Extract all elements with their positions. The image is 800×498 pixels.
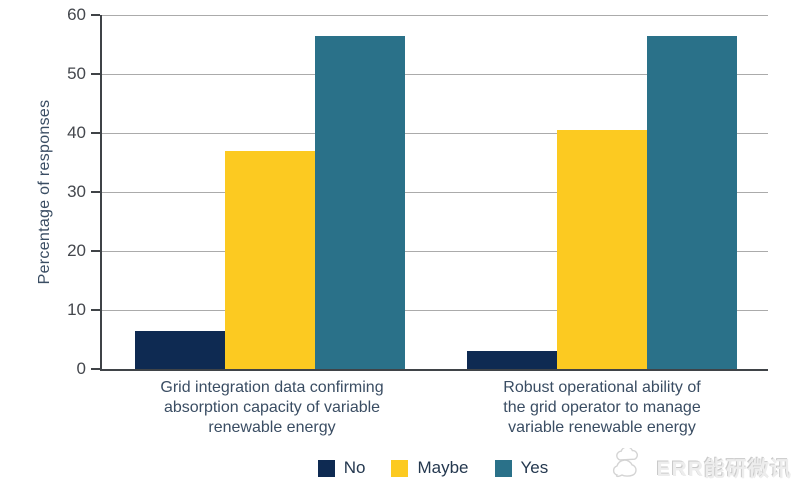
gridline-40 — [102, 133, 768, 134]
legend: No Maybe Yes — [100, 458, 766, 478]
watermark: ERR能研微讯 — [610, 446, 792, 487]
legend-label-maybe: Maybe — [417, 458, 469, 477]
bar-no-group1 — [135, 330, 225, 369]
y-tick-label-10: 10 — [67, 300, 86, 319]
y-axis-tick-0 — [91, 368, 100, 370]
legend-swatch-no — [317, 459, 335, 477]
y-tick-label-20: 20 — [67, 241, 86, 260]
bar-yes-group2 — [647, 35, 737, 369]
cloud-chat-logo-icon — [610, 446, 652, 487]
bar-yes-group1 — [315, 35, 405, 369]
y-axis-tick-30 — [91, 191, 100, 193]
y-axis-tick-50 — [91, 73, 100, 75]
category-label-line: absorption capacity of variable — [163, 399, 381, 416]
y-tick-label-40: 40 — [67, 123, 86, 142]
watermark-text: ERR能研微讯 — [656, 457, 792, 481]
category-label-line: renewable energy — [208, 419, 336, 436]
legend-swatch-maybe — [391, 459, 409, 477]
category-label-line: the grid operator to manage — [503, 399, 701, 416]
bar-maybe-group2 — [557, 130, 647, 369]
bar-group-2 — [467, 35, 737, 369]
category-label-line: variable renewable energy — [508, 419, 696, 436]
legend-label-yes: Yes — [520, 458, 549, 477]
y-axis-tick-10 — [91, 309, 100, 311]
legend-label-no: No — [343, 458, 366, 477]
gridline-50 — [102, 74, 768, 75]
bar-no-group2 — [467, 351, 557, 369]
category-label-2: Robust operational ability of the grid op… — [437, 378, 767, 438]
category-label-line: Grid integration data confirming — [160, 379, 384, 396]
legend-item-yes: Yes — [494, 458, 549, 478]
category-label-1: Grid integration data confirming absorpti… — [107, 378, 437, 438]
gridline-60 — [102, 15, 768, 16]
plot-area — [91, 14, 768, 371]
gridline-30 — [102, 192, 768, 193]
legend-item-maybe: Maybe — [391, 458, 469, 478]
y-tick-label-60: 60 — [67, 5, 86, 24]
bar-maybe-group1 — [225, 150, 315, 369]
y-tick-label-50: 50 — [67, 64, 86, 83]
bar-group-1 — [135, 35, 405, 369]
y-axis-tick-60 — [91, 14, 100, 16]
y-axis-tick-20 — [91, 250, 100, 252]
y-axis-tick-labels: 0 10 20 30 40 50 60 — [50, 5, 86, 378]
y-tick-label-30: 30 — [67, 182, 86, 201]
legend-swatch-yes — [494, 459, 512, 477]
y-axis-tick-40 — [91, 132, 100, 134]
legend-item-no: No — [317, 458, 366, 478]
y-tick-label-0: 0 — [76, 359, 86, 378]
category-label-line: Robust operational ability of — [503, 379, 701, 396]
gridline-20 — [102, 251, 768, 252]
gridline-10 — [102, 310, 768, 311]
